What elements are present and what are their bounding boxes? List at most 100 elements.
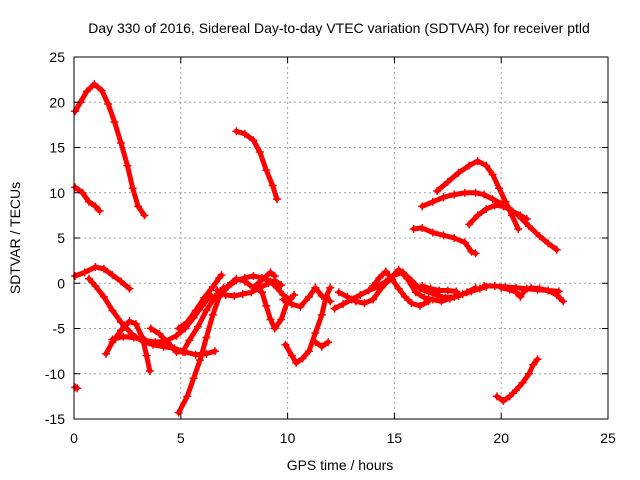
data-point	[418, 281, 427, 290]
data-point	[145, 367, 154, 376]
data-point	[108, 271, 117, 280]
x-tick-label: 0	[70, 430, 78, 446]
data-point	[524, 222, 533, 231]
data-point	[266, 315, 275, 324]
data-point	[80, 268, 89, 277]
data-point	[217, 271, 226, 280]
data-point	[435, 286, 444, 295]
data-point	[125, 284, 134, 293]
data-point	[326, 297, 335, 306]
data-point	[71, 272, 80, 281]
data-point	[409, 224, 418, 233]
data-point	[403, 274, 412, 283]
data-point	[298, 354, 307, 363]
data-point	[266, 268, 275, 277]
series-arc-28	[492, 355, 542, 405]
data-point	[178, 348, 187, 357]
data-point	[522, 214, 531, 223]
data-point	[202, 306, 211, 315]
series-arc-21	[418, 281, 461, 296]
data-point	[364, 286, 373, 295]
data-point	[516, 292, 525, 301]
data-point	[505, 392, 514, 401]
chart-title: Day 330 of 2016, Sidereal Day-to-day VTE…	[88, 20, 590, 36]
data-point	[499, 202, 508, 211]
data-point	[208, 282, 217, 291]
data-point	[381, 267, 390, 276]
data-point	[527, 283, 536, 292]
data-point	[514, 224, 523, 233]
series-arc-7	[102, 317, 154, 376]
data-point	[290, 291, 299, 300]
data-point	[73, 384, 82, 393]
data-point	[452, 287, 461, 296]
y-tick-label: 25	[49, 49, 65, 65]
data-point	[71, 183, 80, 192]
data-point	[279, 295, 288, 304]
data-point	[142, 351, 151, 360]
data-point	[482, 205, 491, 214]
y-axis-label: SDTVAR / TECUs	[7, 182, 23, 294]
data-point	[454, 168, 463, 177]
data-point	[84, 197, 93, 206]
data-point	[375, 273, 384, 282]
data-point	[296, 302, 305, 311]
data-point	[183, 318, 192, 327]
data-point	[163, 338, 172, 347]
data-point	[343, 292, 352, 301]
data-point	[317, 310, 326, 319]
data-point	[473, 211, 482, 220]
data-point	[507, 206, 516, 215]
data-point	[394, 265, 403, 274]
data-point	[407, 299, 416, 308]
data-point	[512, 288, 521, 297]
y-tick-label: 10	[49, 185, 65, 201]
data-point	[512, 386, 521, 395]
y-tick-label: -15	[45, 411, 65, 427]
data-point	[268, 181, 277, 190]
x-tick-label: 25	[600, 430, 616, 446]
data-point	[480, 281, 489, 290]
data-point	[559, 297, 568, 306]
data-point	[129, 333, 138, 342]
series-arc-2	[71, 183, 104, 215]
data-point	[116, 326, 125, 335]
data-point	[524, 369, 533, 378]
data-point	[304, 292, 313, 301]
x-tick-label: 15	[387, 430, 403, 446]
data-point	[490, 281, 499, 290]
data-point	[369, 281, 378, 290]
data-point	[108, 306, 117, 315]
data-point	[552, 245, 561, 254]
data-point	[552, 291, 561, 300]
data-point	[369, 295, 378, 304]
data-point	[428, 228, 437, 237]
data-point	[251, 283, 260, 292]
data-point	[454, 291, 463, 300]
data-point	[330, 304, 339, 313]
series-arc-3	[232, 127, 281, 204]
data-point	[388, 275, 397, 284]
data-point	[213, 286, 222, 295]
data-point	[84, 274, 93, 283]
data-point	[90, 80, 99, 89]
data-point	[292, 358, 301, 367]
data-point	[223, 281, 232, 290]
data-point	[445, 294, 454, 303]
data-point	[471, 249, 480, 258]
data-point	[151, 338, 160, 347]
data-point	[202, 333, 211, 342]
data-point	[230, 291, 239, 300]
data-point	[185, 336, 194, 345]
series-arc-12	[213, 276, 286, 300]
data-point	[108, 335, 117, 344]
data-point	[467, 247, 476, 256]
data-point	[460, 188, 469, 197]
data-point	[401, 292, 410, 301]
data-point	[232, 274, 241, 283]
series-arc-14	[251, 283, 299, 333]
data-point	[270, 324, 279, 333]
data-point	[270, 272, 279, 281]
data-point	[535, 284, 544, 293]
x-axis-ticks: 0 5 10 15 20 25	[70, 57, 616, 446]
